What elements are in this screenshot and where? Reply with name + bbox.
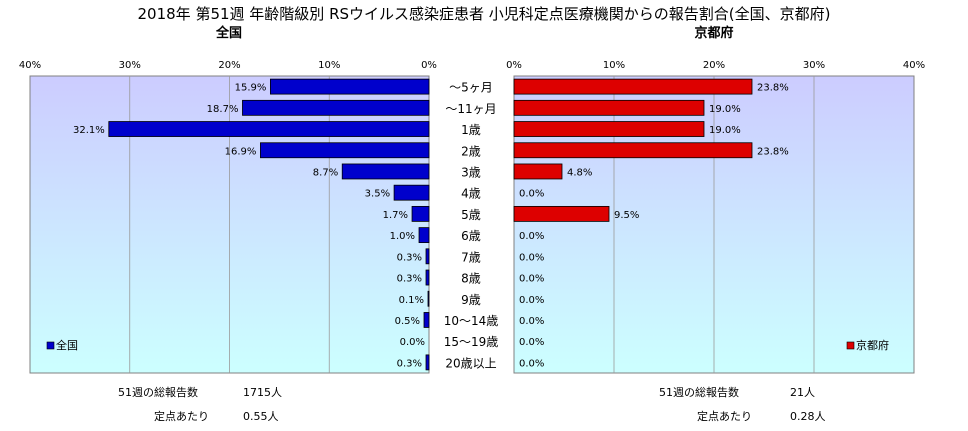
category-label: 7歳 — [461, 250, 481, 264]
bar-kyoto — [513, 78, 753, 95]
stat-national-per-label: 定点あたり — [154, 409, 209, 423]
bar-national — [423, 312, 430, 328]
data-label-national: 0.3% — [397, 252, 422, 263]
bar-kyoto — [513, 99, 705, 116]
stat-national-total-label: 51週の総報告数 — [118, 385, 198, 399]
legend-marker-kyoto — [846, 341, 855, 350]
stat-national-total-value: 1715人 — [243, 386, 282, 399]
data-label-kyoto: 0.0% — [519, 274, 544, 285]
bar-national — [269, 78, 430, 95]
bar-kyoto — [513, 205, 610, 222]
data-label-national: 15.9% — [235, 83, 267, 94]
data-label-national: 0.3% — [397, 358, 422, 369]
category-label: 4歳 — [461, 187, 481, 201]
axis-tick-label: 40% — [903, 60, 925, 71]
data-label-kyoto: 19.0% — [709, 125, 741, 136]
data-label-kyoto: 23.8% — [757, 83, 789, 94]
data-label-kyoto: 0.0% — [519, 358, 544, 369]
category-label: 5歳 — [461, 208, 481, 222]
data-label-national: 32.1% — [73, 125, 105, 136]
legend-national: 全国 — [56, 338, 78, 352]
bar-national — [411, 205, 430, 222]
axis-tick-label: 30% — [803, 60, 825, 71]
bar-national — [418, 227, 430, 244]
axis-tick-label: 10% — [318, 60, 340, 71]
bar-national — [260, 142, 430, 159]
subtitle-national: 全国 — [215, 25, 242, 41]
data-label-kyoto: 0.0% — [519, 252, 544, 263]
subtitle-kyoto: 京都府 — [694, 25, 733, 41]
bar-national — [425, 248, 430, 265]
data-label-national: 3.5% — [365, 189, 390, 200]
axis-tick-label: 0% — [506, 60, 522, 71]
data-label-kyoto: 19.0% — [709, 104, 741, 115]
category-label: 20歳以上 — [445, 356, 496, 370]
category-label: 2歳 — [461, 144, 481, 158]
category-label: ～5ヶ月 — [449, 81, 493, 95]
axis-tick-label: 20% — [703, 60, 725, 71]
stat-national-per-value: 0.55人 — [243, 410, 279, 423]
bar-national — [341, 163, 430, 180]
data-label-national: 0.3% — [397, 274, 422, 285]
chart-title: 2018年 第51週 年齢階級別 RSウイルス感染症患者 小児科定点医療機関から… — [138, 5, 831, 23]
data-label-kyoto: 4.8% — [567, 167, 592, 178]
bar-national — [242, 99, 430, 116]
category-label: 3歳 — [461, 165, 481, 179]
data-label-national: 16.9% — [225, 146, 257, 157]
stat-kyoto-total-label: 51週の総報告数 — [659, 385, 739, 399]
data-label-national: 0.5% — [395, 316, 420, 327]
stat-kyoto-total-value: 21人 — [790, 386, 815, 399]
bar-national — [425, 354, 430, 371]
stat-kyoto-per-label: 定点あたり — [697, 409, 752, 423]
data-label-national: 8.7% — [313, 167, 338, 178]
axis-tick-label: 40% — [19, 60, 41, 71]
axis-tick-label: 30% — [119, 60, 141, 71]
bar-kyoto — [513, 142, 753, 159]
category-label: ～11ヶ月 — [445, 102, 496, 116]
data-label-kyoto: 0.0% — [519, 337, 544, 348]
axis-tick-label: 20% — [218, 60, 240, 71]
data-label-national: 0.1% — [399, 295, 424, 306]
data-label-national: 18.7% — [207, 104, 239, 115]
category-label: 10～14歳 — [444, 314, 499, 328]
category-label: 1歳 — [461, 123, 481, 137]
legend-marker-national — [46, 341, 55, 350]
category-label: 6歳 — [461, 229, 481, 243]
category-label: 9歳 — [461, 293, 481, 307]
stat-kyoto-per-value: 0.28人 — [790, 410, 826, 423]
axis-tick-label: 0% — [421, 60, 437, 71]
bar-layer — [108, 78, 753, 371]
category-label: 15～19歳 — [444, 335, 499, 349]
data-label-national: 1.7% — [383, 210, 408, 221]
bar-kyoto — [513, 163, 563, 180]
bar-national — [108, 121, 430, 137]
data-label-kyoto: 0.0% — [519, 295, 544, 306]
category-label: 8歳 — [461, 272, 481, 286]
axis-tick-label: 10% — [603, 60, 625, 71]
data-label-kyoto: 0.0% — [519, 316, 544, 327]
bar-national — [393, 184, 430, 201]
legend-kyoto: 京都府 — [856, 338, 889, 352]
data-label-kyoto: 23.8% — [757, 146, 789, 157]
category-layer: ～5ヶ月 ～11ヶ月 1歳 2歳 3歳 4歳 5歳 6歳 7歳 8歳 9歳 10～14歳 15～19歳 2… — [444, 81, 499, 371]
data-label-kyoto: 9.5% — [614, 210, 639, 221]
tick-layer: 40% 30% 20% 10% 0% 0% 10% 20% 30% 40% — [19, 60, 925, 71]
data-label-national: 0.0% — [400, 337, 425, 348]
bar-national — [425, 269, 430, 286]
data-label-kyoto: 0.0% — [519, 189, 544, 200]
data-label-kyoto: 0.0% — [519, 231, 544, 242]
bar-kyoto — [513, 121, 705, 137]
bar-national — [427, 290, 430, 307]
data-label-national: 1.0% — [390, 231, 415, 242]
label-layer: 15.9% 18.7% 32.1% 16.9% 8.7% 3.5% 1.7% 1.0% 0.3%… — [73, 83, 789, 370]
